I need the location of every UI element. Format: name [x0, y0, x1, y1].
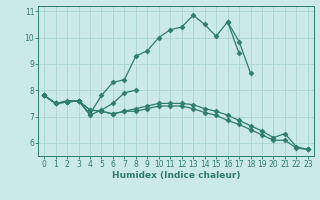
X-axis label: Humidex (Indice chaleur): Humidex (Indice chaleur) — [112, 171, 240, 180]
